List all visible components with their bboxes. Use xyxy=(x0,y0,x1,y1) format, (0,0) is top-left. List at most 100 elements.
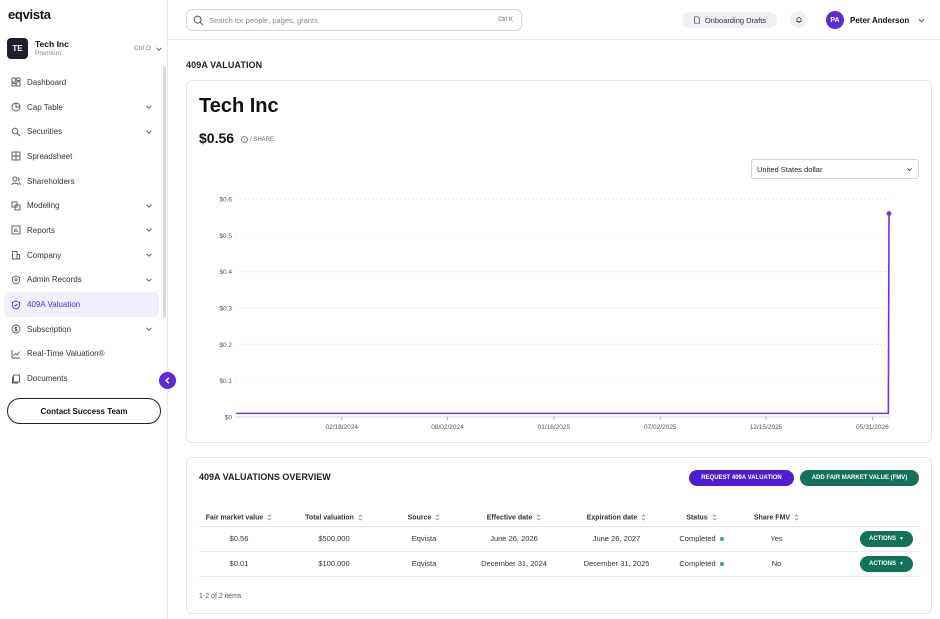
sidebar-item-label: Shareholders xyxy=(27,176,75,186)
sidebar-item-cap-table[interactable]: Cap Table xyxy=(4,95,159,120)
search-input[interactable]: Search for people, pages, grants Ctrl K xyxy=(186,9,522,31)
sidebar-item-label: Cap Table xyxy=(27,102,63,112)
cell-effective-date: June 26, 2026 xyxy=(459,526,569,552)
chevron-down-icon xyxy=(145,202,153,210)
share-price: $0.56 xyxy=(199,130,235,146)
column-header-effective-date[interactable]: Effective date xyxy=(459,509,569,527)
search-shortcut: Ctrl K xyxy=(498,17,513,23)
collapse-sidebar-button[interactable] xyxy=(159,372,176,389)
sidebar-item-409a-valuation[interactable]: 409A Valuation xyxy=(4,292,159,317)
bell-icon xyxy=(795,16,802,23)
cell-total-valuation: $100,000 xyxy=(279,551,389,577)
sort-icon xyxy=(536,514,541,521)
documents-icon xyxy=(11,374,21,384)
sidebar-scrollbar[interactable] xyxy=(163,66,166,318)
cell-share-fmv: Yes xyxy=(739,526,814,552)
actions-button[interactable]: ACTIONS ▼ xyxy=(860,555,913,572)
column-header-source[interactable]: Source xyxy=(389,509,459,527)
cell-share-fmv: No xyxy=(739,551,814,577)
caret-down-icon: ▼ xyxy=(899,560,904,567)
onboarding-drafts-button[interactable]: Onboarding Drafts xyxy=(682,12,777,28)
top-header: Search for people, pages, grants Ctrl K … xyxy=(168,0,940,40)
sidebar-item-securities[interactable]: Securities xyxy=(4,119,159,144)
company-name: Tech Inc xyxy=(35,39,69,50)
status-text: Completed xyxy=(679,534,716,543)
subscription-icon xyxy=(11,324,21,334)
sidebar-item-label: Real-Time Valuation® xyxy=(27,349,105,359)
valuations-table: Fair market value Total valuation Source… xyxy=(199,509,919,577)
x-tick-label: 07/02/2025 xyxy=(644,424,677,431)
grid-icon xyxy=(11,151,21,161)
sidebar-item-spreadsheet[interactable]: Spreadsheet xyxy=(4,144,159,169)
chevron-down-icon xyxy=(145,276,153,284)
sort-icon xyxy=(794,514,799,521)
cell-fmv: $0.56 xyxy=(199,526,279,552)
actions-button[interactable]: ACTIONS ▼ xyxy=(860,530,913,547)
company-heading: Tech Inc xyxy=(199,95,279,117)
sidebar-item-label: 409A Valuation xyxy=(27,300,81,310)
x-tick-label: 02/18/2024 xyxy=(325,424,358,431)
status-dot xyxy=(719,562,724,567)
x-tick-label: 05/31/2026 xyxy=(856,424,889,431)
sidebar-item-real-time-valuation[interactable]: Real-Time Valuation® xyxy=(4,342,159,367)
sidebar-item-company[interactable]: Company xyxy=(4,243,159,268)
request-409a-valuation-button[interactable]: REQUEST 409A VALUATION xyxy=(689,470,794,486)
company-plan: Premium xyxy=(35,49,62,57)
sidebar-item-documents[interactable]: Documents xyxy=(4,366,159,391)
sidebar-item-label: Modeling xyxy=(27,201,60,211)
onboarding-drafts-label: Onboarding Drafts xyxy=(704,15,767,25)
column-header-fair-market-value[interactable]: Fair market value xyxy=(199,509,279,527)
y-tick-label: $0.1 xyxy=(219,378,232,385)
avatar: PA xyxy=(826,11,844,29)
chevron-down-icon xyxy=(156,46,162,51)
notifications-button[interactable] xyxy=(790,11,807,28)
page-title: 409A VALUATION xyxy=(186,60,263,70)
records-icon xyxy=(11,275,21,285)
table-row: $0.01 $100,000 Eqvista December 31, 2024… xyxy=(199,551,919,577)
column-header-share-fmv[interactable]: Share FMV xyxy=(739,509,814,527)
data-point[interactable] xyxy=(886,211,892,216)
column-header-status[interactable]: Status xyxy=(664,509,739,527)
sidebar-item-admin-records[interactable]: Admin Records xyxy=(4,268,159,293)
company-icon xyxy=(11,250,21,260)
sidebar-item-subscription[interactable]: Subscription xyxy=(4,317,159,342)
securities-icon xyxy=(11,127,21,137)
sidebar-item-shareholders[interactable]: Shareholders xyxy=(4,169,159,194)
search-icon xyxy=(193,15,204,25)
status-text: Completed xyxy=(679,559,716,568)
chevron-down-icon xyxy=(145,103,153,111)
column-header-expiration-date[interactable]: Expiration date xyxy=(569,509,664,527)
column-header-total-valuation[interactable]: Total valuation xyxy=(279,509,389,527)
sidebar-item-label: Admin Records xyxy=(27,275,82,285)
sidebar: eqvista TE Tech Inc Premium Ctrl O Dashb… xyxy=(0,0,168,619)
pagination-summary: 1-2 of 2 items xyxy=(199,593,242,600)
company-switcher[interactable]: TE Tech Inc Premium Ctrl O xyxy=(7,37,163,60)
user-name: Peter Anderson xyxy=(850,15,910,25)
chevron-down-icon xyxy=(917,16,926,25)
y-tick-label: $0.5 xyxy=(219,233,232,240)
chevron-down-icon xyxy=(145,128,153,136)
shield-check-icon xyxy=(11,300,21,310)
overview-title: 409A VALUATIONS OVERVIEW xyxy=(199,472,331,482)
per-share-label: / SHARE xyxy=(250,136,275,143)
user-menu[interactable]: PA Peter Anderson xyxy=(826,10,926,30)
pie-chart-icon xyxy=(11,102,21,112)
currency-select[interactable]: United States dollar xyxy=(751,159,919,179)
sidebar-item-modeling[interactable]: Modeling xyxy=(4,193,159,218)
y-tick-label: $0 xyxy=(225,415,233,422)
caret-down-icon: ▼ xyxy=(899,535,904,542)
search-placeholder: Search for people, pages, grants xyxy=(209,15,318,25)
sidebar-item-reports[interactable]: Reports xyxy=(4,218,159,243)
sidebar-item-dashboard[interactable]: Dashboard xyxy=(4,70,159,95)
cell-fmv: $0.01 xyxy=(199,551,279,577)
sidebar-item-label: Documents xyxy=(27,374,68,384)
app-logo[interactable]: eqvista xyxy=(8,7,51,22)
chevron-left-icon xyxy=(165,377,170,384)
info-icon[interactable]: i xyxy=(241,136,248,143)
table-row: $0.56 $500,000 Eqvista June 26, 2026 Jun… xyxy=(199,526,919,552)
y-tick-label: $0.4 xyxy=(219,269,232,276)
add-fmv-button[interactable]: ADD FAIR MARKET VALUE (FMV) xyxy=(800,470,919,486)
cell-total-valuation: $500,000 xyxy=(279,526,389,552)
contact-success-team-button[interactable]: Contact Success Team xyxy=(7,398,161,424)
y-tick-label: $0.3 xyxy=(219,306,232,313)
